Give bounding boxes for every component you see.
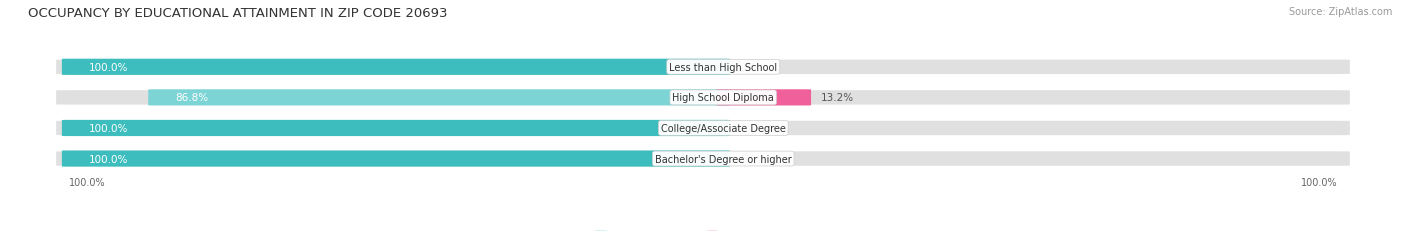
FancyBboxPatch shape xyxy=(148,90,730,106)
FancyBboxPatch shape xyxy=(62,59,730,76)
Legend: Owner-occupied, Renter-occupied: Owner-occupied, Renter-occupied xyxy=(591,226,815,231)
Text: College/Associate Degree: College/Associate Degree xyxy=(661,123,786,133)
Text: OCCUPANCY BY EDUCATIONAL ATTAINMENT IN ZIP CODE 20693: OCCUPANCY BY EDUCATIONAL ATTAINMENT IN Z… xyxy=(28,7,447,20)
Text: 0.0%: 0.0% xyxy=(740,123,766,133)
Text: Source: ZipAtlas.com: Source: ZipAtlas.com xyxy=(1288,7,1392,17)
FancyBboxPatch shape xyxy=(62,151,730,167)
Text: 0.0%: 0.0% xyxy=(740,63,766,73)
Text: 100.0%: 100.0% xyxy=(1301,177,1337,187)
Text: 100.0%: 100.0% xyxy=(89,123,128,133)
Text: Less than High School: Less than High School xyxy=(669,63,778,73)
Text: 100.0%: 100.0% xyxy=(89,63,128,73)
FancyBboxPatch shape xyxy=(55,90,1351,106)
Text: 100.0%: 100.0% xyxy=(69,177,105,187)
Text: Bachelor's Degree or higher: Bachelor's Degree or higher xyxy=(655,154,792,164)
Text: 0.0%: 0.0% xyxy=(740,154,766,164)
FancyBboxPatch shape xyxy=(62,120,730,137)
Text: High School Diploma: High School Diploma xyxy=(672,93,775,103)
Text: 86.8%: 86.8% xyxy=(176,93,208,103)
FancyBboxPatch shape xyxy=(717,90,811,106)
FancyBboxPatch shape xyxy=(55,120,1351,137)
Text: 13.2%: 13.2% xyxy=(821,93,853,103)
FancyBboxPatch shape xyxy=(55,151,1351,167)
FancyBboxPatch shape xyxy=(55,59,1351,76)
Text: 100.0%: 100.0% xyxy=(89,154,128,164)
